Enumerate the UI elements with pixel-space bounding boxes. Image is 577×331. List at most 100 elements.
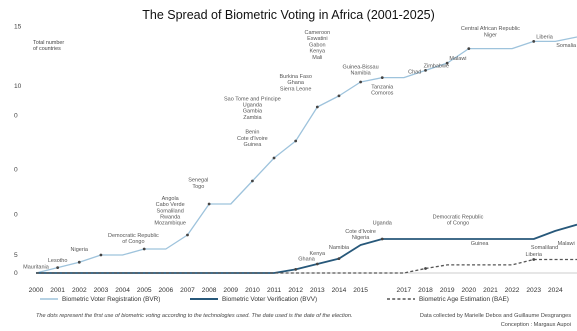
annotation-label: of Congo	[447, 221, 469, 227]
x-tick-label: 2000	[29, 287, 44, 294]
series-layer	[35, 36, 577, 274]
y-tick-label: 0	[14, 270, 18, 277]
annotation-label: Angola	[162, 196, 180, 202]
y-tick-label: 10	[14, 83, 22, 90]
legend: Biometric Voter Registration (BVR) Biomet…	[40, 296, 509, 303]
y-axis-label-line: of countries	[33, 46, 61, 52]
series-line	[36, 258, 577, 274]
annotation-label: Nigeria	[71, 247, 89, 253]
annotation-label: Democratic Republic	[108, 233, 159, 239]
y-tick-label: 0	[14, 211, 18, 218]
annotation-label: Cote d'Ivoire	[345, 229, 376, 235]
footnote: The dots represent the first use of biom…	[36, 313, 353, 319]
x-tick-label: 2001	[50, 287, 65, 294]
data-dot	[77, 260, 81, 264]
annotation-label: Nigeria	[352, 235, 370, 241]
data-dot	[532, 258, 536, 261]
y-tick-label: 0	[14, 113, 18, 120]
annotation: Guinea	[471, 241, 490, 247]
x-tick-label: 2011	[267, 287, 282, 294]
annotation-label: Guinea	[244, 142, 263, 148]
annotation-label: Guinea-Bissau	[343, 65, 379, 71]
annotation-label: Somaliland	[531, 245, 558, 251]
x-tick-label: 2023	[526, 287, 541, 294]
annotation-label: Rwanda	[160, 214, 181, 220]
data-dot	[380, 237, 384, 241]
annotation-label: Zambia	[243, 115, 262, 121]
annotation-label: Liberia	[536, 34, 553, 40]
annotation-label: Lesotho	[48, 258, 68, 264]
dot-layer	[56, 39, 536, 271]
annotation-label: Tanzania	[371, 84, 394, 90]
data-dot	[337, 257, 341, 260]
data-dot	[424, 267, 427, 270]
annotation-label: Kenya	[310, 251, 327, 257]
x-tick-label: 2009	[223, 287, 238, 294]
data-dot	[99, 253, 103, 257]
data-dot	[315, 262, 319, 266]
annotation: Malawi	[449, 56, 466, 62]
data-dot	[142, 247, 146, 251]
annotation: Somalia	[556, 43, 577, 49]
annotation-label: Zimbabwe	[424, 63, 449, 69]
x-tick-label: 2004	[115, 287, 130, 294]
annotation: Malawi	[558, 241, 575, 247]
annotation-label: Guinea	[471, 241, 490, 247]
annotation-label: Somaliland	[157, 208, 184, 214]
annotation-label: Gambia	[243, 109, 263, 115]
data-dot	[251, 179, 254, 183]
x-tick-label: 2024	[548, 287, 563, 294]
x-tick-label: 2003	[94, 287, 109, 294]
annotation-label: Ghana	[298, 256, 315, 262]
data-dot	[467, 47, 471, 51]
data-dot	[380, 76, 384, 80]
x-tick-label: 2012	[288, 287, 303, 294]
annotation-label: Uganda	[373, 221, 393, 227]
annotation-label: Mauritania	[23, 265, 50, 271]
annotation-label: Namibia	[329, 245, 350, 251]
annotation: Zimbabwe	[424, 63, 449, 69]
annotation-label: Sao Tome and Principe	[224, 96, 281, 102]
x-tick-label: 2008	[202, 287, 217, 294]
y-axis-label: Total number of countries	[33, 40, 64, 52]
data-credit: Data collected by Marielle Debos and Gui…	[419, 313, 571, 319]
annotation-label: Cabo Verde	[156, 202, 185, 208]
chart-title: The Spread of Biometric Voting in Africa…	[142, 8, 435, 22]
annotation: Uganda	[373, 221, 393, 227]
annotation-label: Democratic Republic	[433, 214, 484, 220]
y-tick-label: 5	[14, 252, 18, 259]
annotation-label: Malawi	[558, 241, 575, 247]
x-tick-label: 2006	[159, 287, 174, 294]
annotation-label: Benin	[245, 130, 259, 136]
annotation-label: Liberia	[525, 252, 542, 258]
x-tick-label: 2010	[245, 287, 260, 294]
x-tick-label: 2017	[397, 287, 412, 294]
annotation-label: Gabon	[309, 42, 326, 48]
annotation: Liberia	[525, 252, 542, 258]
annotation-label: Kenya	[310, 49, 327, 55]
annotation-label: Niger	[484, 32, 497, 38]
annotation-label: Mali	[312, 55, 322, 61]
annotation-label: Chad	[408, 69, 421, 75]
annotation-label: Burkina Faso	[279, 74, 311, 80]
data-dot	[294, 268, 298, 271]
annotation: Somaliland	[531, 245, 558, 251]
data-dot	[186, 233, 189, 237]
x-tick-label: 2013	[310, 287, 325, 294]
y-tick-label: 0	[14, 167, 18, 174]
data-dot	[56, 266, 60, 269]
data-dot	[359, 80, 362, 84]
data-dot	[337, 94, 341, 98]
x-tick-label: 2014	[332, 287, 347, 294]
x-tick-label: 2022	[505, 287, 520, 294]
